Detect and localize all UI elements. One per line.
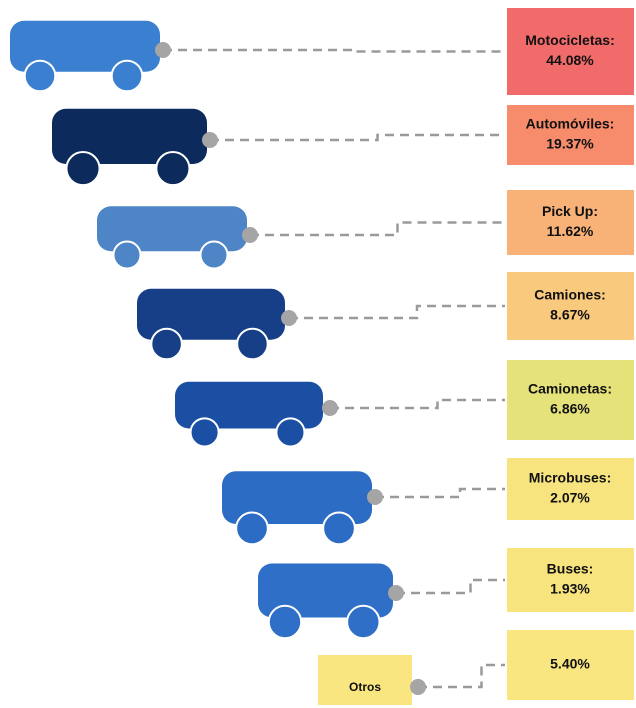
value-label: 11.62% [547, 223, 594, 239]
value-label: 6.86% [550, 401, 590, 417]
vehicle-icon [258, 564, 393, 639]
connector-dot [388, 585, 404, 601]
connector [396, 580, 505, 593]
wheel [323, 513, 355, 545]
connector-dot [367, 489, 383, 505]
connector [289, 306, 505, 318]
wheel [114, 242, 141, 269]
vehicle-icon [175, 382, 323, 447]
wheel [347, 606, 379, 638]
wheel [66, 152, 99, 185]
wheel [151, 329, 182, 360]
connector-dot [155, 42, 171, 58]
wheel [236, 513, 268, 545]
vehicle-icon [97, 206, 247, 268]
category-label: Microbuses: [529, 470, 611, 486]
connector-dot [410, 679, 426, 695]
connector [330, 400, 505, 408]
value-label: 44.08% [546, 52, 594, 68]
value-label: 5.40% [550, 656, 590, 672]
connector [375, 489, 505, 497]
category-label: Motocicletas: [525, 32, 614, 48]
vehicle-icon [137, 289, 285, 360]
vehicle-icon [52, 109, 207, 185]
value-label: 1.93% [550, 581, 590, 597]
wheel [276, 418, 304, 446]
connector-dot [242, 227, 258, 243]
category-label: Otros [349, 680, 381, 694]
value-label: 8.67% [550, 307, 590, 323]
connector [418, 665, 505, 687]
category-label: Camionetas: [528, 381, 612, 397]
vehicle-icon [222, 471, 372, 544]
category-label: Camiones: [534, 287, 606, 303]
wheel [237, 329, 268, 360]
category-label: Automóviles: [526, 116, 615, 132]
connector [210, 135, 505, 140]
wheel [201, 242, 228, 269]
wheel [269, 606, 301, 638]
wheel [25, 61, 56, 92]
connector [163, 50, 505, 52]
infographic: Motocicletas: 44.08% Automóviles: 19.37% Pic… [0, 0, 636, 708]
connector-dot [322, 400, 338, 416]
vehicle-icon [10, 21, 160, 92]
connector [250, 223, 505, 236]
value-label: 2.07% [550, 490, 590, 506]
category-label: Buses: [547, 561, 594, 577]
wheel [191, 418, 219, 446]
connector-dot [202, 132, 218, 148]
value-label: 19.37% [546, 136, 594, 152]
connector-dot [281, 310, 297, 326]
category-label: Pick Up: [542, 203, 598, 219]
wheel [156, 152, 189, 185]
wheel [112, 61, 143, 92]
